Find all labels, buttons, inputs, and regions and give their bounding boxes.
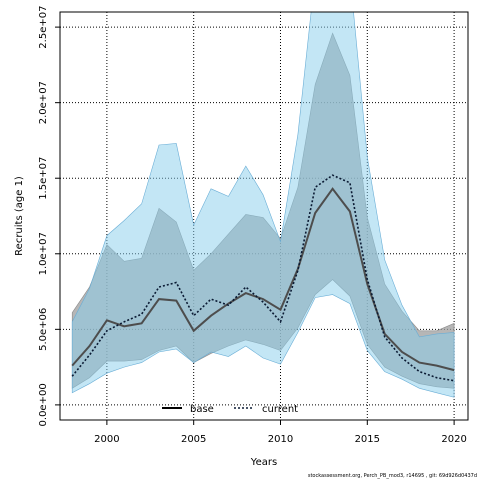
series-lines [71, 174, 455, 382]
plot-frame [59, 11, 469, 421]
y-tick-label: 5.0e+06 [38, 308, 49, 351]
y-tick-label: 0.0e+00 [38, 383, 49, 426]
y-tick-label: 1.5e+07 [38, 157, 49, 200]
x-tick-label: 2005 [181, 434, 206, 445]
base-line [71, 187, 455, 372]
confidence-bands [71, 12, 455, 398]
legend-base-label: base [190, 404, 214, 415]
y-tick-label: 2.0e+07 [38, 81, 49, 124]
x-tick-label: 2020 [441, 434, 466, 445]
y-axis: 0.0e+00 5.0e+06 1.0e+07 1.5e+07 2.0e+07 2.5e+… [38, 6, 60, 426]
legend-current-label: current [262, 404, 298, 415]
footer-credit: stockassessment.org, Perch_PB_mod3, r146… [307, 473, 477, 479]
x-tick-label: 2010 [268, 434, 293, 445]
x-tick-label: 2015 [355, 434, 380, 445]
x-tick-label: 2000 [94, 434, 119, 445]
current-band [71, 12, 455, 398]
y-axis-title: Recruits (age 1) [14, 176, 25, 256]
x-axis-title: Years [250, 457, 277, 468]
y-tick-label: 2.5e+07 [38, 6, 49, 49]
y-tick-label: 1.0e+07 [38, 232, 49, 275]
legend: base current [162, 404, 298, 415]
x-axis: 2000 2005 2010 2015 2020 [94, 420, 467, 445]
current-line [71, 174, 455, 382]
